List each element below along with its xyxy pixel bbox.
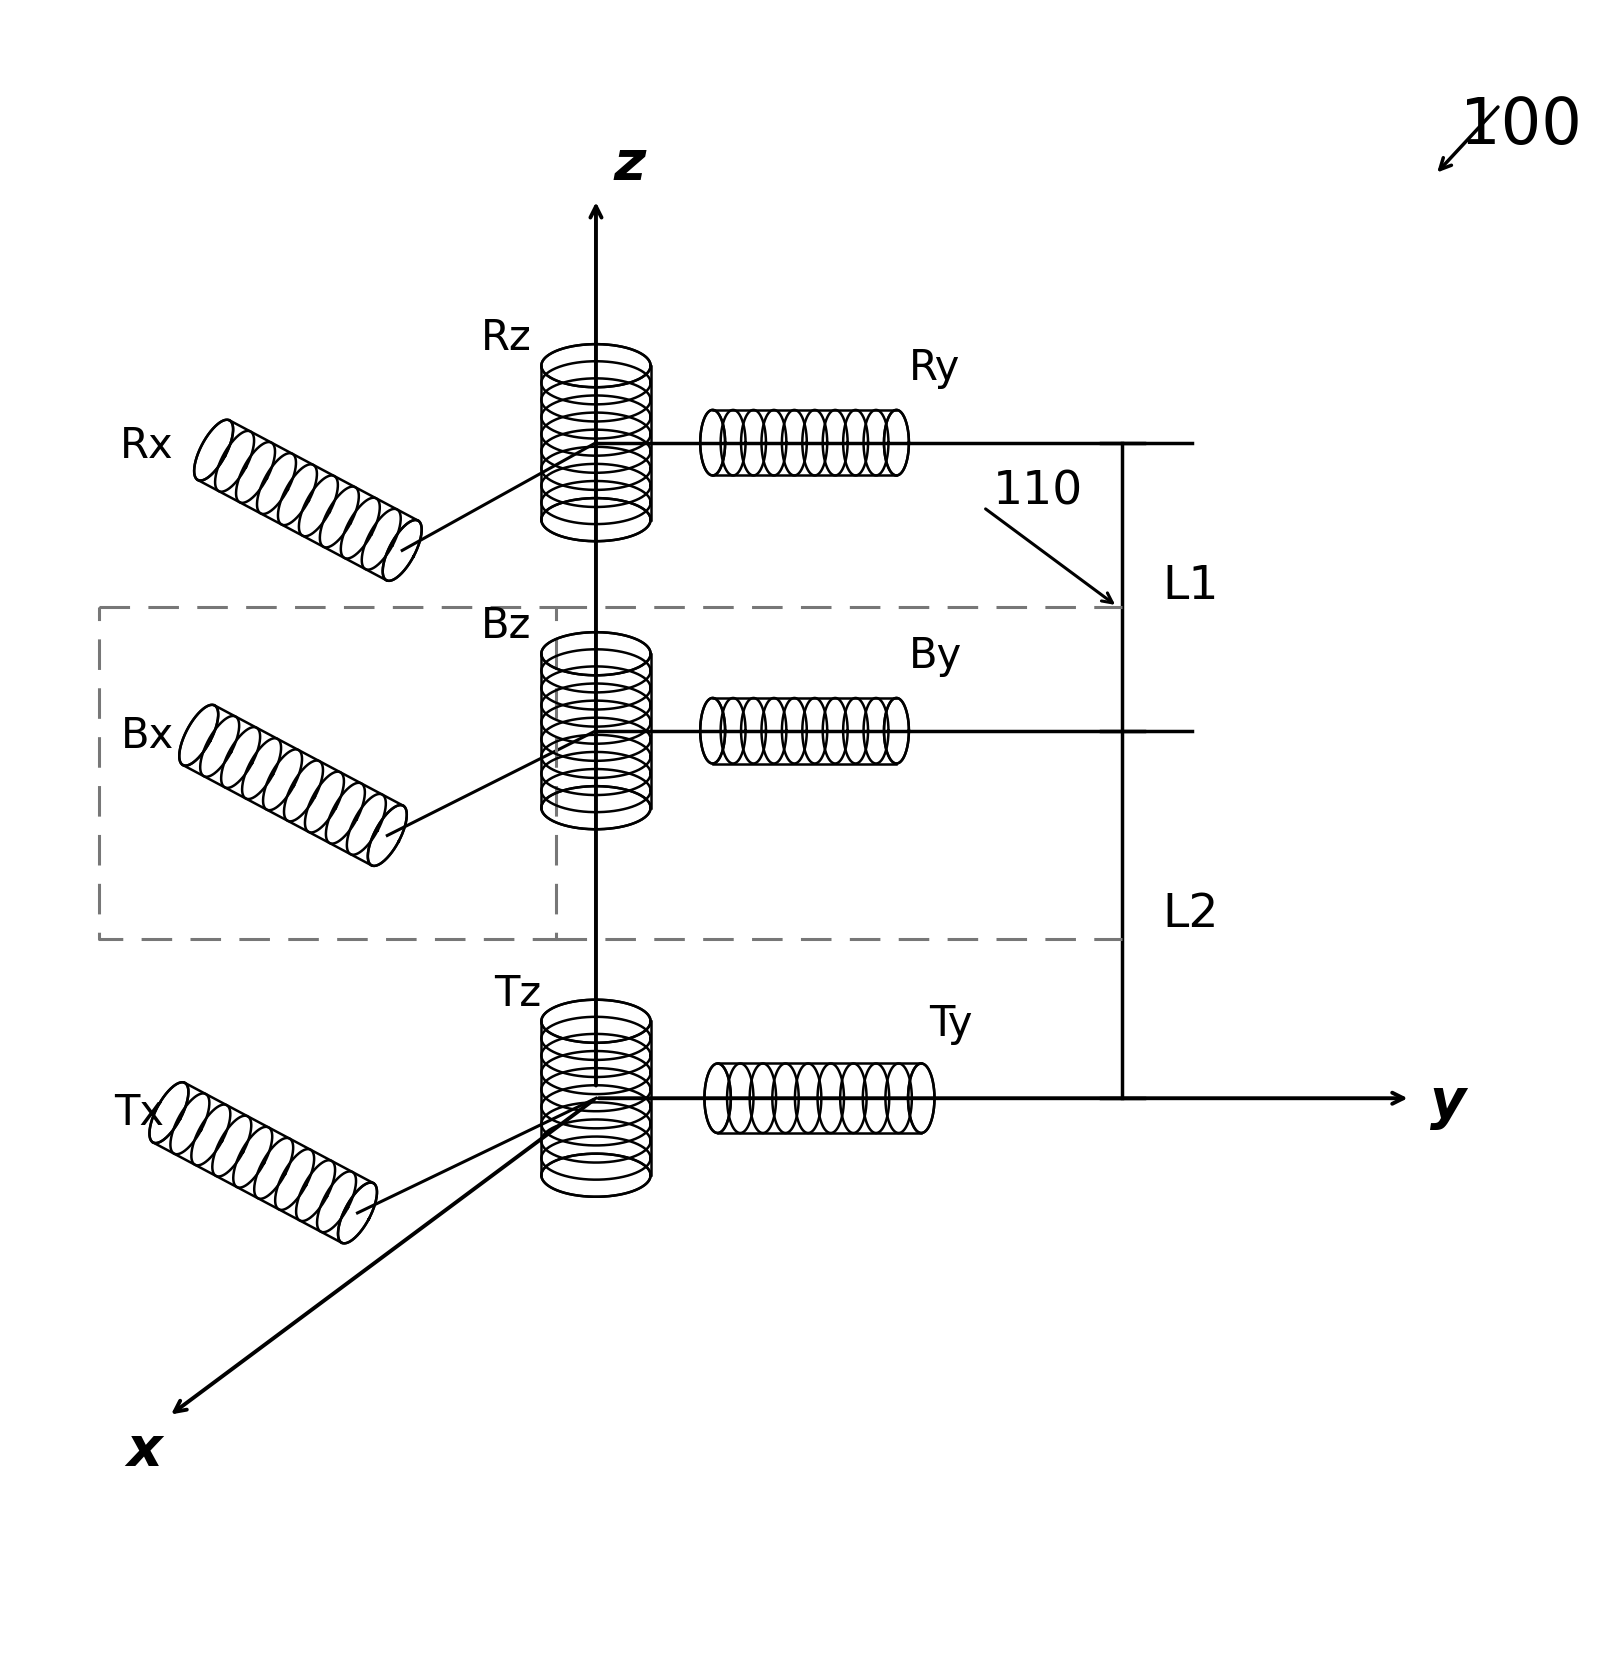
Text: L1: L1 (1162, 564, 1218, 610)
Text: 100: 100 (1459, 95, 1582, 157)
Text: Rx: Rx (121, 425, 174, 467)
Text: z: z (615, 137, 647, 191)
Text: x: x (126, 1424, 163, 1477)
Text: Bz: Bz (481, 605, 531, 648)
Text: Tz: Tz (494, 973, 541, 1015)
Text: Rz: Rz (481, 317, 531, 360)
Text: L2: L2 (1162, 893, 1218, 936)
Text: 110: 110 (993, 469, 1083, 514)
Text: Tx: Tx (114, 1092, 164, 1134)
Text: y: y (1430, 1077, 1466, 1131)
Text: Bx: Bx (121, 715, 174, 757)
Text: By: By (909, 635, 962, 677)
Text: Ty: Ty (928, 1003, 972, 1045)
Text: Ry: Ry (909, 347, 961, 389)
